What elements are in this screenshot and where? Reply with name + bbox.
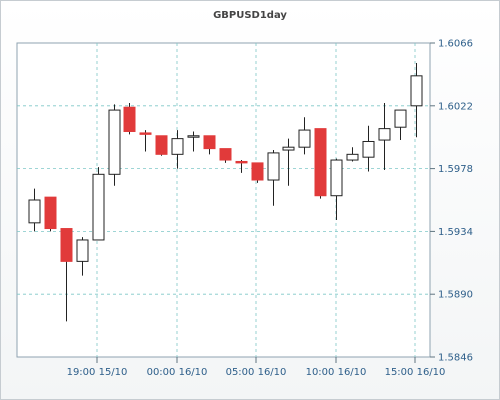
candle-body-down [314, 128, 327, 197]
candle-body-down [123, 106, 136, 132]
candle [92, 167, 105, 241]
candle-body-up [187, 135, 200, 138]
candle-body-up [330, 159, 343, 197]
y-axis: 1.6066 1.6022 1.5978 1.5934 1.5890 1.5846 [430, 39, 473, 364]
candle [282, 138, 295, 186]
x-tick-label: 19:00 15/10 [67, 367, 128, 378]
candle-body-up [28, 199, 41, 224]
candle [187, 131, 200, 152]
x-tick-label: 15:00 16/10 [385, 367, 446, 378]
x-axis: 19:00 15/10 00:00 16/10 05:00 16/10 10:00 1… [67, 357, 446, 378]
x-tick-label: 00:00 16/10 [147, 367, 208, 378]
candle [28, 188, 41, 232]
candle-body-up [282, 146, 295, 151]
chart-title: GBPUSD1day [213, 10, 287, 21]
candle [44, 196, 57, 232]
candle-body-down [219, 148, 232, 161]
candle [155, 135, 168, 156]
x-tick-label: 10:00 16/10 [306, 367, 367, 378]
candle-body-up [394, 109, 407, 128]
candle [60, 228, 73, 322]
candle [139, 130, 152, 152]
candle [171, 130, 184, 169]
y-tick-label: 1.5890 [438, 290, 473, 301]
candle-body-up [267, 152, 280, 181]
candle [108, 104, 121, 186]
candle-body-up [298, 129, 311, 148]
candle-body-up [362, 140, 375, 158]
candle-body-up [378, 128, 391, 141]
candle-body-down [251, 162, 264, 181]
x-tick-label: 05:00 16/10 [226, 367, 287, 378]
candle-body-up [76, 239, 89, 262]
candle-body-up [92, 173, 105, 241]
candle-body-down [235, 160, 248, 164]
candle-body-down [60, 228, 73, 262]
candle-body-up [171, 138, 184, 155]
candle-body-down [155, 135, 168, 155]
candle-body-up [346, 153, 359, 161]
plot-area [16, 42, 431, 358]
y-tick-label: 1.6022 [438, 101, 473, 112]
candle [346, 147, 359, 162]
candle-body-down [203, 135, 216, 150]
candle [219, 148, 232, 163]
candle-body-up [108, 109, 121, 175]
candle [76, 237, 89, 276]
candles [28, 62, 423, 322]
candle [394, 109, 407, 141]
candle-body-down [139, 132, 152, 135]
candle [298, 117, 311, 155]
candle [235, 160, 248, 173]
candle [203, 135, 216, 155]
candle [314, 128, 327, 199]
candle [330, 158, 343, 220]
candle [378, 102, 391, 171]
y-tick-label: 1.6066 [438, 39, 473, 50]
candle [410, 62, 423, 138]
candle [123, 102, 136, 135]
candle-body-up [410, 75, 423, 107]
candle [267, 150, 280, 206]
y-tick-label: 1.5846 [438, 353, 473, 364]
y-tick-label: 1.5934 [438, 227, 473, 238]
candle [362, 125, 375, 172]
y-tick-label: 1.5978 [438, 164, 473, 175]
candle [251, 162, 264, 183]
candle-body-down [44, 196, 57, 230]
